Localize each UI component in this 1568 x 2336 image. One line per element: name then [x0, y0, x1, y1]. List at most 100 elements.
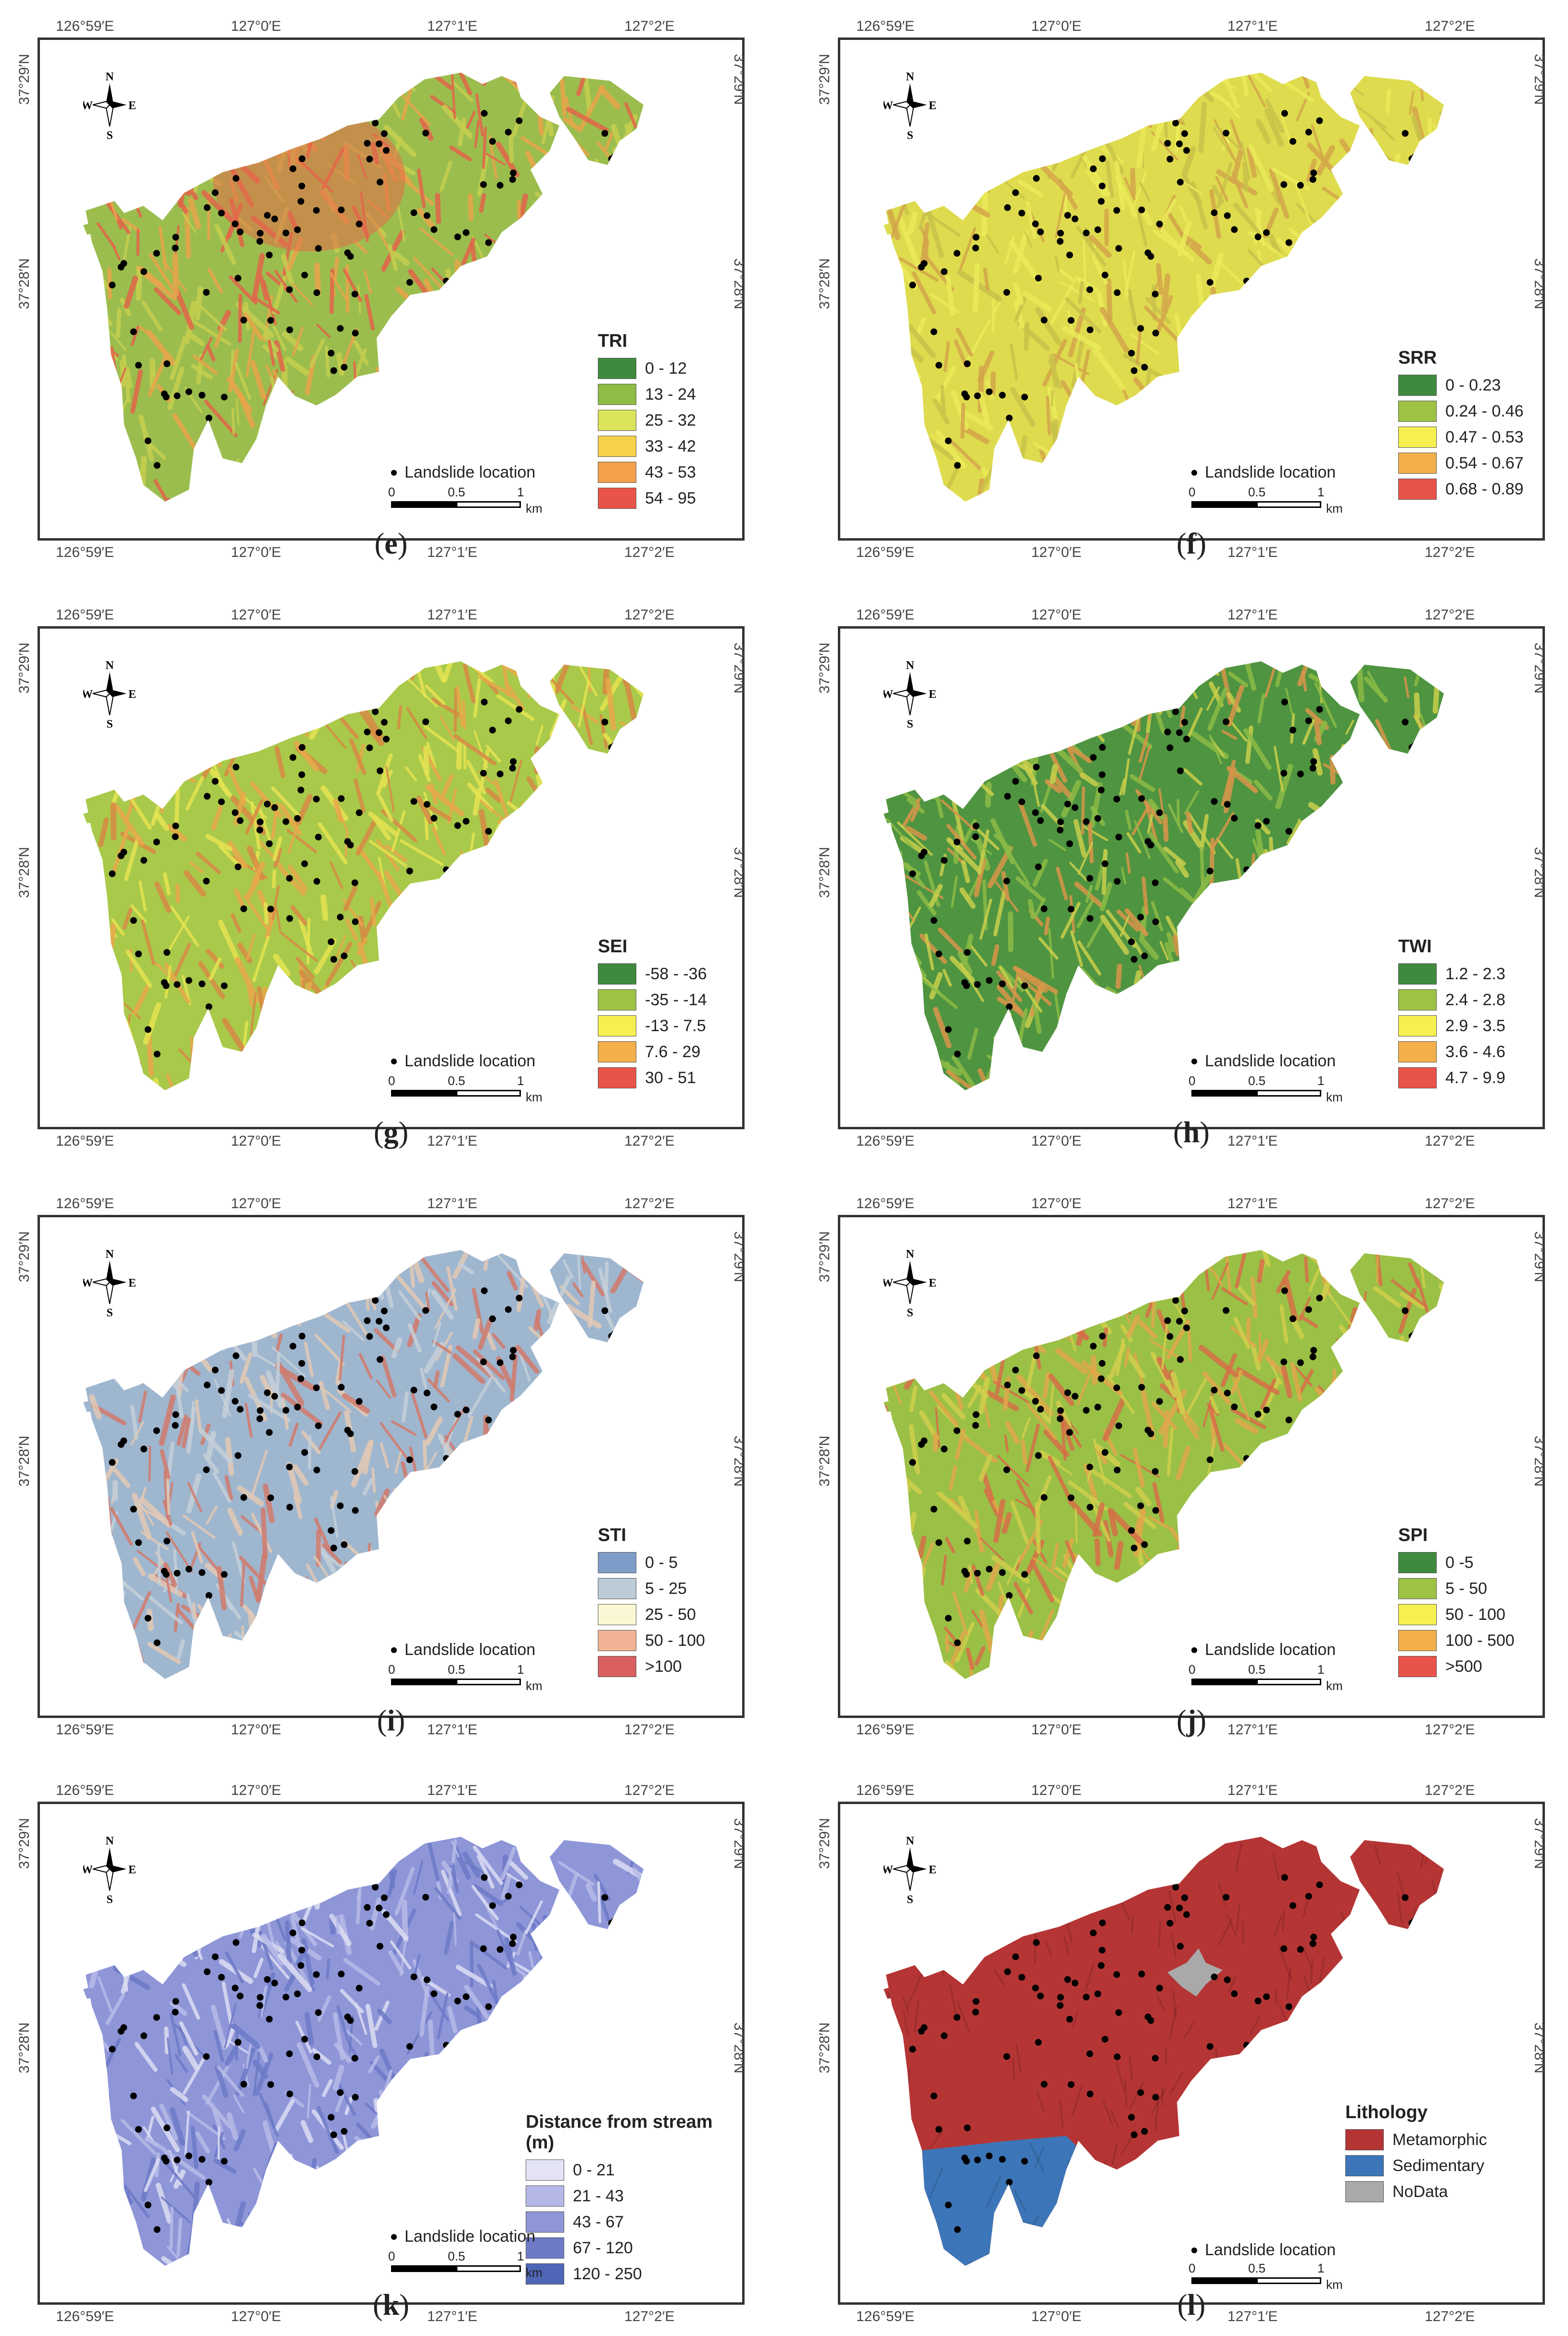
landslide-point	[1135, 440, 1142, 447]
legend-swatch	[598, 358, 636, 379]
landslide-point	[410, 1973, 417, 1981]
landslide-label: Landslide location	[405, 1052, 536, 1070]
landslide-point	[601, 2041, 608, 2048]
study-area-map	[884, 73, 1444, 502]
legend-label: NoData	[1392, 2182, 1448, 2201]
landslide-point	[298, 771, 305, 778]
landslide-point	[120, 2226, 127, 2233]
landslide-point	[1135, 1028, 1142, 1035]
landslide-point	[153, 838, 160, 846]
landslide-point	[1395, 286, 1403, 293]
landslide-point	[1403, 792, 1410, 799]
landslide-point	[299, 1919, 306, 1927]
landslide-point	[1037, 1993, 1044, 2000]
landslide-point	[1316, 117, 1323, 124]
landslide-point	[1231, 226, 1238, 233]
landslide-point	[444, 2068, 451, 2075]
landslide-point	[237, 1406, 244, 1413]
svg-text:E: E	[929, 100, 936, 112]
legend-item: 50 - 100	[598, 1628, 705, 1654]
landslide-point	[1408, 1919, 1416, 1927]
landslide-point	[1281, 110, 1288, 117]
landslide-point	[1412, 741, 1419, 748]
landslide-point	[1382, 1447, 1390, 1454]
legend-item: Metamorphic	[1345, 2127, 1487, 2153]
landslide-point	[1113, 2053, 1121, 2060]
landslide-point	[1310, 1933, 1317, 1941]
landslide-point	[334, 1617, 341, 1624]
latitude-label: 37°29′N	[731, 1231, 747, 1283]
landslide-point	[1206, 2043, 1214, 2050]
landslide-point	[1099, 744, 1106, 751]
landslide-point	[563, 1431, 570, 1438]
landslide-point	[496, 770, 504, 778]
legend-label: 43 - 67	[573, 2212, 624, 2231]
landslide-point	[921, 1639, 928, 1646]
svg-text:N: N	[906, 1248, 914, 1261]
landslide-point	[1079, 2184, 1086, 2191]
landslide-point	[1349, 392, 1356, 399]
landslide-point	[299, 155, 306, 163]
landslide-point	[301, 860, 308, 867]
landslide-legend: Landslide location	[391, 1641, 535, 1659]
landslide-point	[264, 800, 271, 808]
legend: TWI 1.2 - 2.3 2.4 - 2.8 2.9 - 3.5 3.6 - 4.6 4…	[1398, 936, 1505, 1091]
landslide-point	[1033, 1939, 1040, 1946]
landslide-point	[1156, 220, 1163, 227]
landslide-point	[372, 1297, 379, 1304]
landslide-point	[282, 229, 290, 237]
landslide-point	[1087, 2090, 1094, 2097]
svg-text:N: N	[906, 71, 914, 83]
landslide-point	[1245, 2196, 1252, 2203]
landslide-point	[351, 1468, 358, 1475]
landslide-point	[290, 1929, 297, 1936]
landslide-point	[986, 977, 993, 984]
legend-item: 54 - 95	[598, 485, 696, 511]
legend-swatch	[598, 488, 636, 509]
legend-label: 1.2 - 2.3	[1445, 964, 1505, 983]
landslide-point	[1254, 1411, 1262, 1418]
landslide-point	[1360, 1891, 1367, 1898]
landslide-point	[364, 139, 371, 147]
landslide-point	[480, 1945, 487, 1952]
landslide-point	[172, 2008, 179, 2016]
landslide-point	[218, 798, 225, 806]
landslide-point	[1027, 1848, 1034, 1856]
landslide-dot-icon	[1191, 2247, 1197, 2253]
legend-swatch	[1398, 1656, 1437, 1677]
legend-label: Metamorphic	[1392, 2130, 1487, 2149]
landslide-point	[1006, 1592, 1013, 1599]
svg-text:W: W	[884, 100, 893, 112]
landslide-point	[1164, 1904, 1171, 1911]
landslide-point	[380, 719, 388, 726]
legend-label: >100	[645, 1657, 682, 1676]
landslide-point	[1018, 210, 1025, 217]
landslide-point	[282, 1994, 290, 2001]
latitude-label: 37°28′N	[731, 846, 747, 898]
svg-text:S: S	[106, 129, 113, 141]
legend-label: 67 - 120	[573, 2238, 633, 2257]
legend-item: 0.68 - 0.89	[1398, 476, 1524, 502]
landslide-point	[221, 393, 228, 401]
landslide-point	[1144, 1427, 1151, 1434]
landslide-point	[1336, 1582, 1343, 1590]
landslide-point	[376, 1318, 383, 1325]
landslide-point	[1098, 786, 1105, 794]
landslide-point	[1327, 872, 1334, 880]
legend-item: 0.24 - 0.46	[1398, 398, 1524, 424]
landslide-point	[328, 350, 335, 357]
landslide-point	[1018, 1974, 1025, 1981]
latitude-label: 37°28′N	[817, 258, 833, 310]
landslide-point	[301, 2035, 308, 2043]
landslide-point	[1305, 128, 1312, 136]
landslide-point	[328, 2114, 335, 2121]
landslide-point	[109, 1459, 116, 1466]
landslide-point	[426, 2198, 433, 2206]
landslide-point	[1263, 818, 1270, 825]
landslide-point	[330, 1544, 337, 1552]
landslide-point	[972, 1422, 979, 1429]
landslide-point	[1066, 1429, 1073, 1436]
landslide-point	[206, 1282, 213, 1289]
svg-text:W: W	[83, 100, 93, 112]
